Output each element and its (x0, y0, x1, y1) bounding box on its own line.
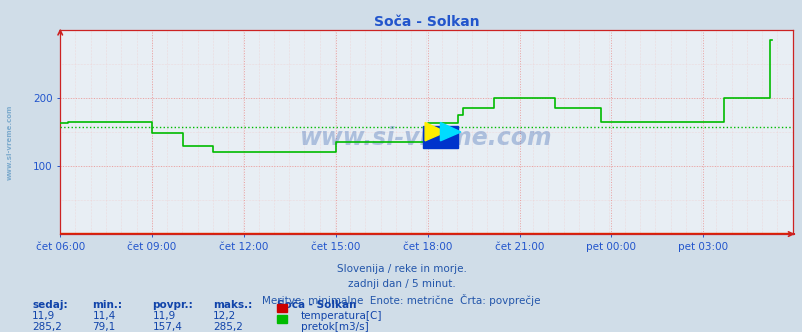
Text: min.:: min.: (92, 300, 122, 310)
Title: Soča - Solkan: Soča - Solkan (373, 15, 479, 29)
Text: temperatura[C]: temperatura[C] (301, 311, 382, 321)
Text: 285,2: 285,2 (213, 322, 242, 332)
Text: Meritve: minimalne  Enote: metrične  Črta: povprečje: Meritve: minimalne Enote: metrične Črta:… (262, 294, 540, 306)
Text: maks.:: maks.: (213, 300, 252, 310)
Text: Slovenija / reke in morje.: Slovenija / reke in morje. (336, 264, 466, 274)
Polygon shape (439, 123, 460, 141)
Text: 11,4: 11,4 (92, 311, 115, 321)
Text: Soča - Solkan: Soča - Solkan (277, 300, 356, 310)
Text: zadnji dan / 5 minut.: zadnji dan / 5 minut. (347, 279, 455, 289)
Text: 11,9: 11,9 (152, 311, 176, 321)
Text: 11,9: 11,9 (32, 311, 55, 321)
Bar (422, 126, 458, 148)
Text: 79,1: 79,1 (92, 322, 115, 332)
Text: 285,2: 285,2 (32, 322, 62, 332)
Text: www.si-vreme.com: www.si-vreme.com (6, 105, 13, 181)
Text: 157,4: 157,4 (152, 322, 182, 332)
Polygon shape (424, 123, 445, 141)
Text: sedaj:: sedaj: (32, 300, 67, 310)
Text: 12,2: 12,2 (213, 311, 236, 321)
Text: pretok[m3/s]: pretok[m3/s] (301, 322, 368, 332)
Text: povpr.:: povpr.: (152, 300, 193, 310)
Text: www.si-vreme.com: www.si-vreme.com (300, 126, 552, 150)
